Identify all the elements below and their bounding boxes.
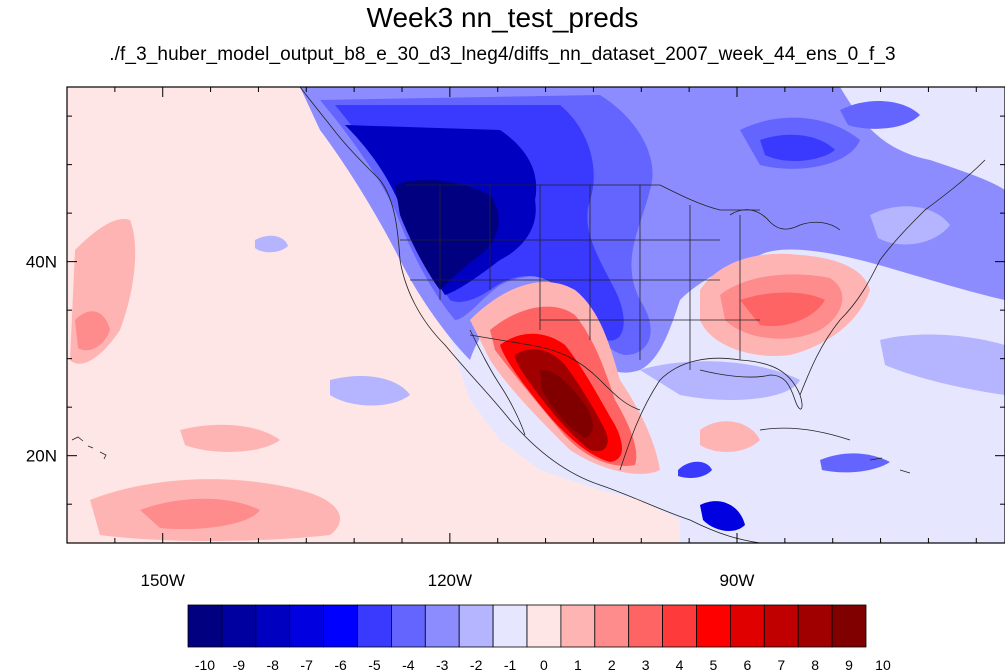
atlantic-coastline xyxy=(799,159,986,396)
colorbar-label: 6 xyxy=(743,657,751,672)
caribbean-cold-1 xyxy=(678,461,712,478)
state-lines-2 xyxy=(400,239,760,321)
x-tick-label: 120W xyxy=(428,571,472,590)
colorbar-label: 0 xyxy=(540,657,548,672)
caribbean-cold-3 xyxy=(820,453,890,473)
baja-coastline xyxy=(469,329,526,436)
colorbar-swatch xyxy=(696,604,731,648)
colorbar-label: 1 xyxy=(574,657,582,672)
colorbar-label: 8 xyxy=(811,657,819,672)
colorbar-label: 10 xyxy=(875,657,891,672)
pacific-anomaly-6 xyxy=(330,375,410,406)
axis-ticks xyxy=(67,87,1005,543)
colorbar-label: -1 xyxy=(504,657,517,672)
field-contours xyxy=(67,87,1005,543)
gulf-coastline xyxy=(619,357,803,471)
colorbar-swatch xyxy=(763,604,799,648)
colorbar: -10 -9 -8 -7 -6 -5 -4 -3 -2 -1 0 1 2 3 4 5 6 7 8 9 10 xyxy=(187,604,891,672)
colorbar-label: -2 xyxy=(470,657,483,672)
plot-frame xyxy=(66,86,1005,544)
southeast-warm-core xyxy=(740,292,825,327)
y-tick-label: 20N xyxy=(26,447,57,466)
colorbar-label: 2 xyxy=(608,657,616,672)
colorbar-swatch xyxy=(662,604,697,648)
northeast-cold-2 xyxy=(760,134,835,162)
mexico-warm-deepest xyxy=(540,369,593,438)
colorbar-label: -8 xyxy=(267,657,280,672)
northeast-cold-3 xyxy=(840,100,920,129)
colorbar-label: 9 xyxy=(845,657,853,672)
pacific-anomaly-7 xyxy=(255,235,288,253)
caribbean-islands xyxy=(759,427,911,474)
pacific-anomaly-2 xyxy=(75,311,110,351)
colorbar-swatch xyxy=(797,604,833,648)
cold-anomaly-deep xyxy=(395,179,499,290)
colorbar-swatch xyxy=(424,604,460,648)
colorbar-swatch xyxy=(289,604,325,648)
colorbar-label: 7 xyxy=(777,657,785,672)
colorbar-swatch xyxy=(458,604,494,648)
pacific-anomaly-4 xyxy=(140,498,260,530)
y-tick-label: 40N xyxy=(26,253,57,272)
x-tick-label: 150W xyxy=(141,571,185,590)
colorbar-swatch xyxy=(560,604,596,648)
axis-labels: 150W 120W 90W 40N 20N xyxy=(26,253,755,590)
hawaii-islands xyxy=(71,436,107,460)
colorbar-label: 5 xyxy=(710,657,718,672)
colorbar-swatch xyxy=(526,604,562,648)
colorbar-swatch xyxy=(492,604,528,648)
colorbar-swatch xyxy=(628,604,664,648)
colorbar-swatch xyxy=(831,604,867,648)
coastlines xyxy=(71,87,986,543)
pacific-anomaly-5 xyxy=(180,424,280,452)
caribbean-warm xyxy=(700,421,760,452)
state-lines-1 xyxy=(439,185,741,370)
colorbar-swatch xyxy=(390,604,426,648)
colorbar-label: 3 xyxy=(642,657,650,672)
colorbar-swatch xyxy=(323,604,358,648)
map-subtitle: ./f_3_huber_model_output_b8_e_30_d3_lneg… xyxy=(109,44,896,65)
colorbar-label: 4 xyxy=(676,657,684,672)
colorbar-swatch xyxy=(221,604,257,648)
colorbar-swatch xyxy=(255,604,291,648)
colorbar-label: -3 xyxy=(436,657,449,672)
colorbar-swatch xyxy=(187,604,223,648)
map-title: Week3 nn_test_preds xyxy=(366,2,639,33)
colorbar-label: -4 xyxy=(402,657,415,672)
colorbar-label: -9 xyxy=(233,657,246,672)
pacific-coastline xyxy=(299,87,761,543)
x-tick-label: 90W xyxy=(720,571,755,590)
atlantic-cold xyxy=(880,334,1005,395)
us-canada-border xyxy=(405,184,760,211)
colorbar-label: -6 xyxy=(334,657,347,672)
colorbar-label: -5 xyxy=(368,657,381,672)
colorbar-swatch xyxy=(730,604,765,648)
us-mexico-border xyxy=(469,334,641,411)
colorbar-label: -7 xyxy=(300,657,313,672)
gulf-cold xyxy=(640,361,800,400)
colorbar-label: -10 xyxy=(195,657,215,672)
colorbar-swatch xyxy=(594,604,630,648)
colorbar-swatch xyxy=(357,604,392,648)
caribbean-cold-2 xyxy=(700,501,745,532)
